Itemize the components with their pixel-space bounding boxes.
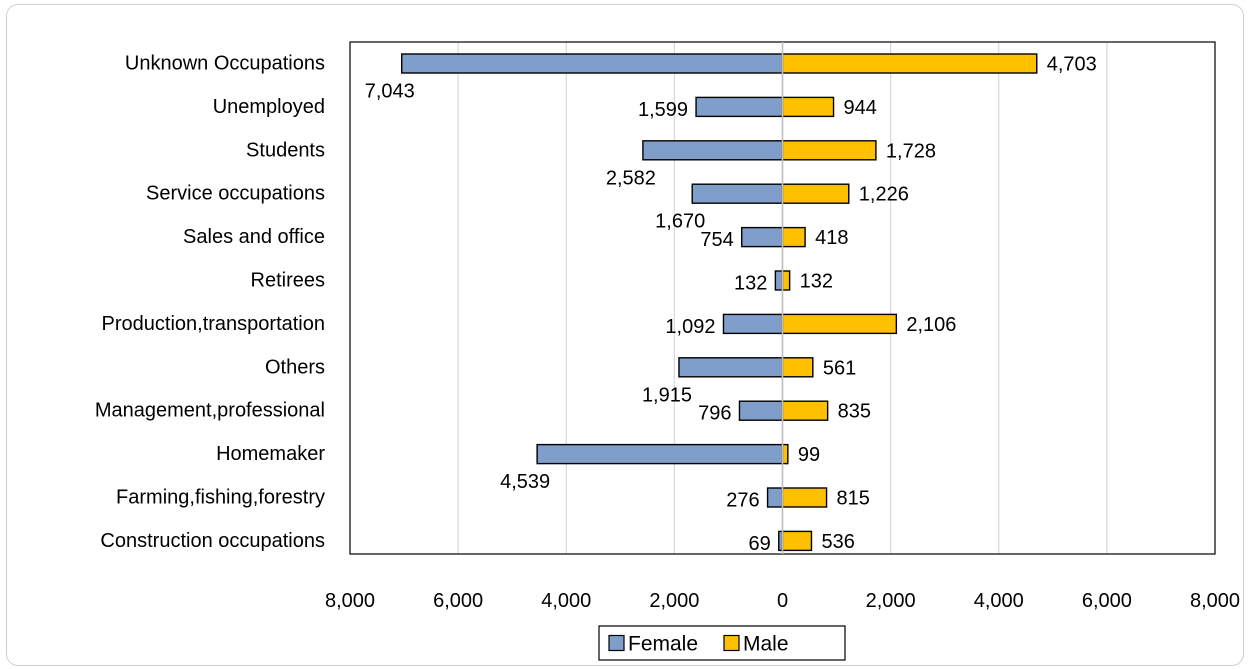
bar-female-2 bbox=[642, 140, 784, 161]
data-label-male-3: 1,226 bbox=[859, 184, 909, 206]
data-label-female-4: 754 bbox=[700, 229, 733, 251]
data-label-female-2: 2,582 bbox=[606, 167, 656, 189]
bar-female-1 bbox=[695, 96, 784, 118]
bar-male-1 bbox=[781, 96, 835, 118]
bar-female-7 bbox=[678, 357, 784, 378]
bar-male-5 bbox=[781, 270, 791, 291]
data-label-female-9: 4,539 bbox=[500, 471, 550, 493]
category-label-8: Management,professional bbox=[95, 400, 325, 422]
bar-male-11 bbox=[781, 530, 813, 552]
data-label-female-6: 1,092 bbox=[665, 316, 715, 338]
bar-male-0 bbox=[781, 53, 1038, 74]
data-label-female-1: 1,599 bbox=[638, 99, 688, 121]
data-label-male-1: 944 bbox=[844, 97, 877, 119]
data-label-male-8: 835 bbox=[838, 401, 871, 423]
data-label-female-8: 796 bbox=[698, 403, 731, 425]
bar-male-3 bbox=[781, 183, 850, 204]
category-label-6: Production,transportation bbox=[102, 313, 325, 335]
legend-label-female: Female bbox=[628, 633, 698, 656]
data-label-male-9: 99 bbox=[798, 444, 820, 466]
x-tick-label-5: 2,000 bbox=[866, 590, 916, 612]
x-tick-label-2: 4,000 bbox=[541, 590, 591, 612]
legend-swatch-male bbox=[723, 634, 740, 652]
bar-female-4 bbox=[741, 226, 784, 248]
category-label-3: Service occupations bbox=[146, 183, 325, 205]
data-label-female-3: 1,670 bbox=[655, 211, 705, 233]
x-tick-label-0: 8,000 bbox=[325, 590, 375, 612]
data-label-male-6: 2,106 bbox=[906, 314, 956, 336]
bar-female-8 bbox=[738, 400, 784, 421]
legend-swatch-female bbox=[608, 634, 625, 652]
data-label-female-5: 132 bbox=[734, 273, 767, 295]
bar-male-7 bbox=[781, 357, 814, 378]
category-label-2: Students bbox=[246, 139, 325, 161]
category-label-7: Others bbox=[265, 356, 325, 378]
data-label-female-11: 69 bbox=[749, 533, 771, 555]
data-label-female-10: 276 bbox=[726, 490, 759, 512]
bar-male-2 bbox=[781, 140, 877, 161]
bar-male-6 bbox=[781, 313, 898, 335]
x-tick-label-6: 4,000 bbox=[974, 590, 1024, 612]
category-label-0: Unknown Occupations bbox=[125, 53, 325, 75]
x-tick-label-8: 8,000 bbox=[1190, 590, 1240, 612]
data-label-male-2: 1,728 bbox=[886, 140, 936, 162]
data-label-female-0: 7,043 bbox=[365, 81, 415, 103]
bar-male-8 bbox=[781, 400, 829, 421]
category-label-11: Construction occupations bbox=[100, 530, 325, 552]
category-label-9: Homemaker bbox=[216, 443, 325, 465]
bar-male-10 bbox=[781, 487, 828, 508]
x-tick-label-7: 6,000 bbox=[1082, 590, 1132, 612]
category-label-10: Farming,fishing,forestry bbox=[116, 487, 325, 509]
legend-box bbox=[598, 625, 846, 661]
bar-female-9 bbox=[536, 443, 784, 465]
data-label-male-11: 536 bbox=[821, 531, 854, 553]
legend-label-male: Male bbox=[743, 633, 789, 656]
bar-male-9 bbox=[781, 443, 789, 465]
bar-female-6 bbox=[722, 313, 784, 335]
bar-female-5 bbox=[774, 270, 784, 291]
category-label-5: Retirees bbox=[251, 270, 325, 292]
data-label-male-10: 815 bbox=[837, 488, 870, 510]
x-tick-label-1: 6,000 bbox=[433, 590, 483, 612]
bar-female-0 bbox=[401, 53, 784, 74]
chart-frame bbox=[6, 4, 1244, 666]
data-label-male-0: 4,703 bbox=[1047, 54, 1097, 76]
data-label-female-7: 1,915 bbox=[642, 384, 692, 406]
data-label-male-5: 132 bbox=[800, 271, 833, 293]
category-label-1: Unemployed bbox=[213, 96, 325, 118]
bar-male-4 bbox=[781, 226, 806, 248]
data-label-male-4: 418 bbox=[815, 227, 848, 249]
data-label-male-7: 561 bbox=[823, 357, 856, 379]
bar-female-3 bbox=[691, 183, 784, 204]
bar-female-10 bbox=[766, 487, 784, 508]
x-tick-label-3: 2,000 bbox=[649, 590, 699, 612]
x-tick-label-4: 0 bbox=[777, 590, 788, 612]
category-label-4: Sales and office bbox=[183, 226, 325, 248]
